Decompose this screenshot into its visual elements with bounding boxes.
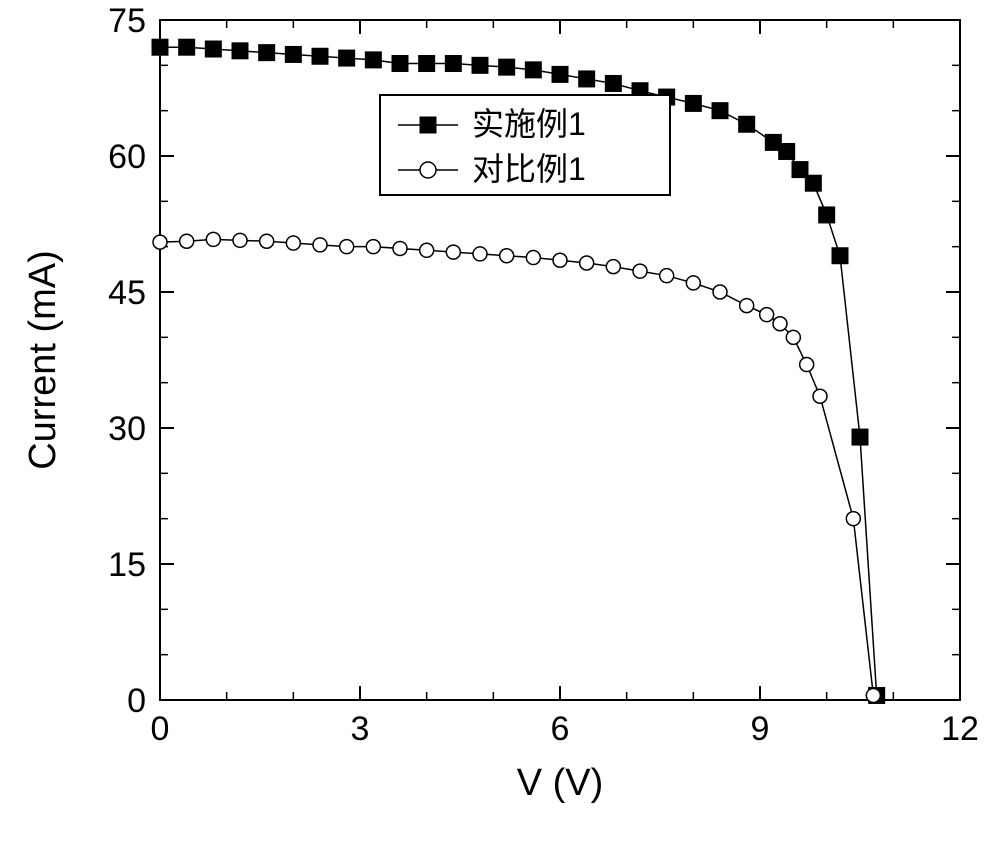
iv-chart: 0 3 6 9 12 0 15 30 45 60 75 Current (mA) V (V) 实施例1 对比… <box>0 0 1000 851</box>
marker-square <box>552 66 568 82</box>
marker-square <box>259 45 275 61</box>
legend-label: 对比例1 <box>472 151 586 187</box>
marker-square <box>605 75 621 91</box>
marker-square <box>472 57 488 73</box>
marker-circle <box>713 285 727 299</box>
legend-label: 实施例1 <box>472 106 586 142</box>
marker-circle <box>740 299 754 313</box>
marker-square <box>339 50 355 66</box>
marker-circle <box>260 234 274 248</box>
marker-circle <box>580 256 594 270</box>
marker-square <box>832 248 848 264</box>
marker-circle <box>846 512 860 526</box>
marker-square <box>205 41 221 57</box>
marker-square <box>712 103 728 119</box>
x-tick-label: 12 <box>941 710 979 748</box>
y-tick-label: 15 <box>108 546 146 584</box>
marker-square <box>152 39 168 55</box>
marker-square <box>392 56 408 72</box>
marker-circle <box>366 240 380 254</box>
marker-circle <box>760 308 774 322</box>
marker-square <box>232 43 248 59</box>
marker-square <box>285 46 301 62</box>
x-tick-label: 0 <box>151 710 170 748</box>
marker-circle <box>660 269 674 283</box>
marker-circle <box>633 264 647 278</box>
marker-circle <box>313 238 327 252</box>
x-tick-label: 9 <box>751 710 770 748</box>
marker-square <box>179 39 195 55</box>
marker-square <box>819 207 835 223</box>
legend-square-icon <box>420 117 436 133</box>
chart-svg: 0 3 6 9 12 0 15 30 45 60 75 Current (mA) V (V) 实施例1 对比… <box>0 0 1000 851</box>
marker-circle <box>286 236 300 250</box>
marker-circle <box>553 253 567 267</box>
x-axis-label: V (V) <box>517 762 604 804</box>
marker-circle <box>813 389 827 403</box>
y-tick-label: 0 <box>127 682 146 720</box>
marker-circle <box>180 234 194 248</box>
marker-circle <box>686 276 700 290</box>
marker-circle <box>773 317 787 331</box>
marker-circle <box>500 249 514 263</box>
marker-circle <box>206 232 220 246</box>
legend-circle-icon <box>420 162 436 178</box>
marker-square <box>312 48 328 64</box>
marker-square <box>445 56 461 72</box>
marker-square <box>419 56 435 72</box>
marker-square <box>685 95 701 111</box>
marker-square <box>779 143 795 159</box>
marker-circle <box>340 240 354 254</box>
y-tick-label: 30 <box>108 410 146 448</box>
y-tick-label: 45 <box>108 274 146 312</box>
marker-square <box>525 62 541 78</box>
y-axis-label: Current (mA) <box>22 250 64 470</box>
y-tick-label: 75 <box>108 2 146 40</box>
marker-square <box>739 116 755 132</box>
marker-circle <box>786 330 800 344</box>
marker-circle <box>473 247 487 261</box>
marker-square <box>852 429 868 445</box>
marker-circle <box>866 688 880 702</box>
marker-circle <box>606 260 620 274</box>
marker-circle <box>153 235 167 249</box>
marker-square <box>365 52 381 68</box>
marker-square <box>579 71 595 87</box>
x-tick-label: 6 <box>551 710 570 748</box>
marker-circle <box>526 251 540 265</box>
marker-circle <box>800 358 814 372</box>
marker-square <box>499 59 515 75</box>
y-tick-label: 60 <box>108 138 146 176</box>
x-tick-label: 3 <box>351 710 370 748</box>
marker-circle <box>446 245 460 259</box>
marker-circle <box>420 243 434 257</box>
marker-circle <box>393 241 407 255</box>
marker-square <box>805 175 821 191</box>
marker-circle <box>233 233 247 247</box>
